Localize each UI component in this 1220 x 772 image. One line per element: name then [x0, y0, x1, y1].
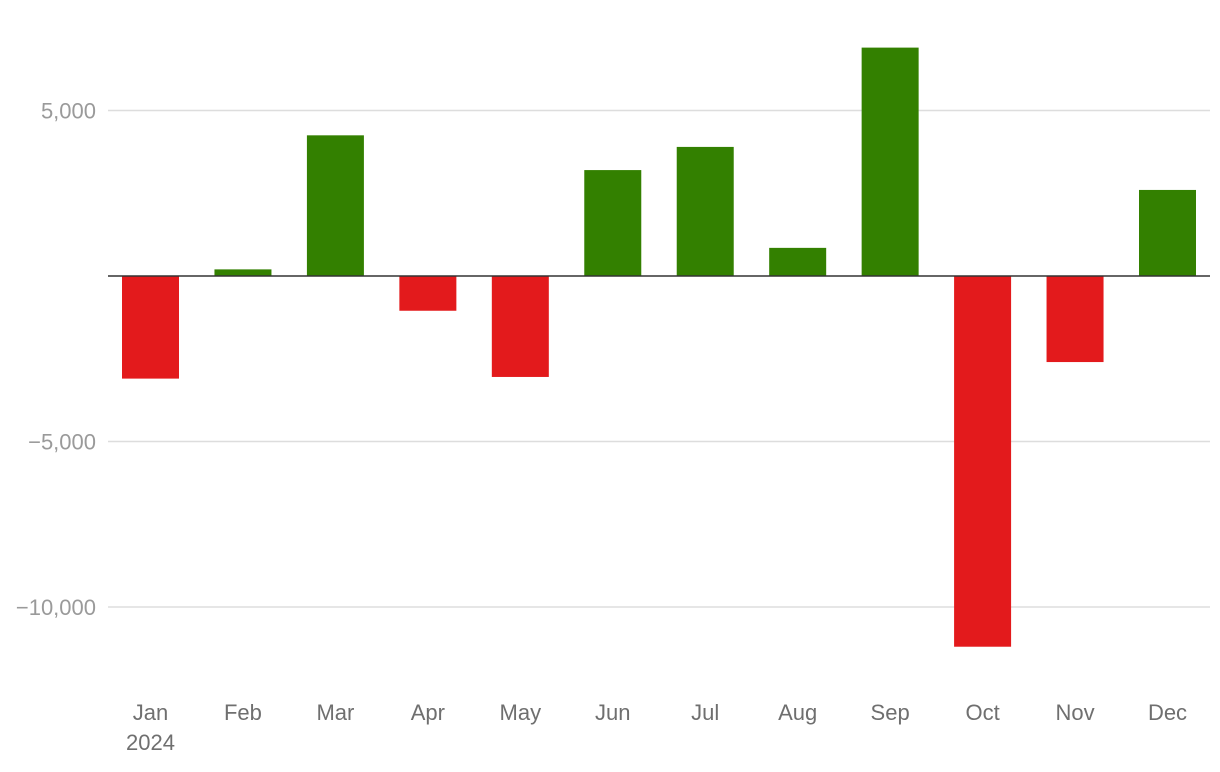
bar-mar [306, 135, 364, 276]
y-tick-label: −5,000 [28, 430, 96, 455]
bar-jan [122, 276, 179, 379]
bar-sep [861, 47, 919, 276]
x-axis-ticks: Jan 2024 Feb Mar Apr May Jun Jul Aug Sep Oct Nov Dec [126, 700, 1187, 755]
x-tick-year-label: 2024 [126, 730, 175, 755]
bar-feb [214, 269, 272, 276]
x-tick-label: Sep [871, 700, 910, 725]
x-tick-label: Jun [595, 700, 630, 725]
gridlines [108, 109, 1210, 608]
x-tick-label: May [500, 700, 542, 725]
x-tick-label: Aug [778, 700, 817, 725]
x-tick-label: Jul [691, 700, 719, 725]
x-tick-label: Apr [411, 700, 445, 725]
bar-jul [676, 146, 734, 276]
bar-aug [769, 247, 827, 276]
y-tick-label: −10,000 [16, 595, 96, 620]
bar-nov [1046, 276, 1104, 363]
bar-may [491, 276, 549, 377]
y-tick-label: 5,000 [41, 99, 96, 124]
bars [122, 47, 1196, 647]
x-tick-label: Jan [133, 700, 168, 725]
bar-oct [954, 276, 1012, 647]
x-tick-label: Oct [965, 700, 999, 725]
bar-apr [399, 276, 457, 311]
y-axis-ticks: 5,000 −5,000 −10,000 [16, 99, 96, 621]
x-tick-label: Mar [316, 700, 354, 725]
bar-dec [1139, 189, 1196, 276]
bar-jun [584, 170, 642, 276]
x-tick-label: Dec [1148, 700, 1187, 725]
x-tick-label: Feb [224, 700, 262, 725]
x-tick-label: Nov [1055, 700, 1094, 725]
